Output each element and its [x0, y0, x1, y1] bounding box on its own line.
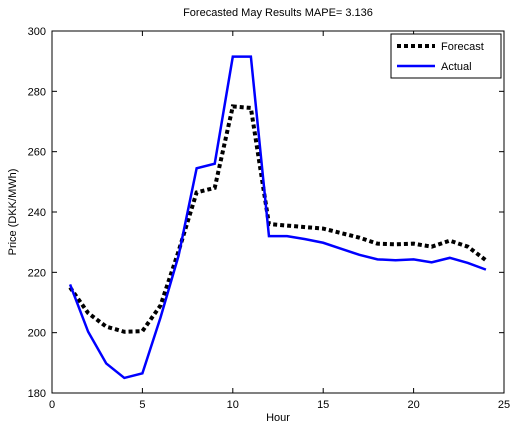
y-tick-label: 300 [28, 26, 46, 38]
axis-ticks: 0 5 10 15 20 25 180 200 220 240 260 280 300 [28, 26, 510, 411]
y-tick-label: 220 [28, 267, 46, 279]
y-axis-title: Price (DKK/MWh) [7, 169, 19, 256]
x-tick-label: 15 [317, 399, 329, 411]
x-tick-label: 10 [227, 399, 239, 411]
y-tick-label: 200 [28, 328, 46, 340]
series-line-forecast [68, 104, 488, 334]
x-tick-label: 25 [498, 399, 510, 411]
x-tick-label: 20 [407, 399, 419, 411]
x-tick-label: 5 [139, 399, 145, 411]
x-tick-label: 0 [49, 399, 55, 411]
y-tick-label: 280 [28, 86, 46, 98]
plot-area [51, 30, 505, 394]
legend-box [390, 33, 502, 79]
chart-title: Forecasted May Results MAPE= 3.136 [183, 7, 373, 19]
x-axis-title: Hour [266, 412, 290, 424]
legend: Forecast Actual [390, 33, 502, 79]
y-tick-label: 180 [28, 388, 46, 400]
y-tick-label: 260 [28, 147, 46, 159]
series-line-actual [68, 55, 487, 380]
legend-label: Forecast [441, 41, 484, 53]
legend-label: Actual [441, 61, 472, 73]
series-layer [68, 55, 488, 380]
y-tick-label: 240 [28, 207, 46, 219]
